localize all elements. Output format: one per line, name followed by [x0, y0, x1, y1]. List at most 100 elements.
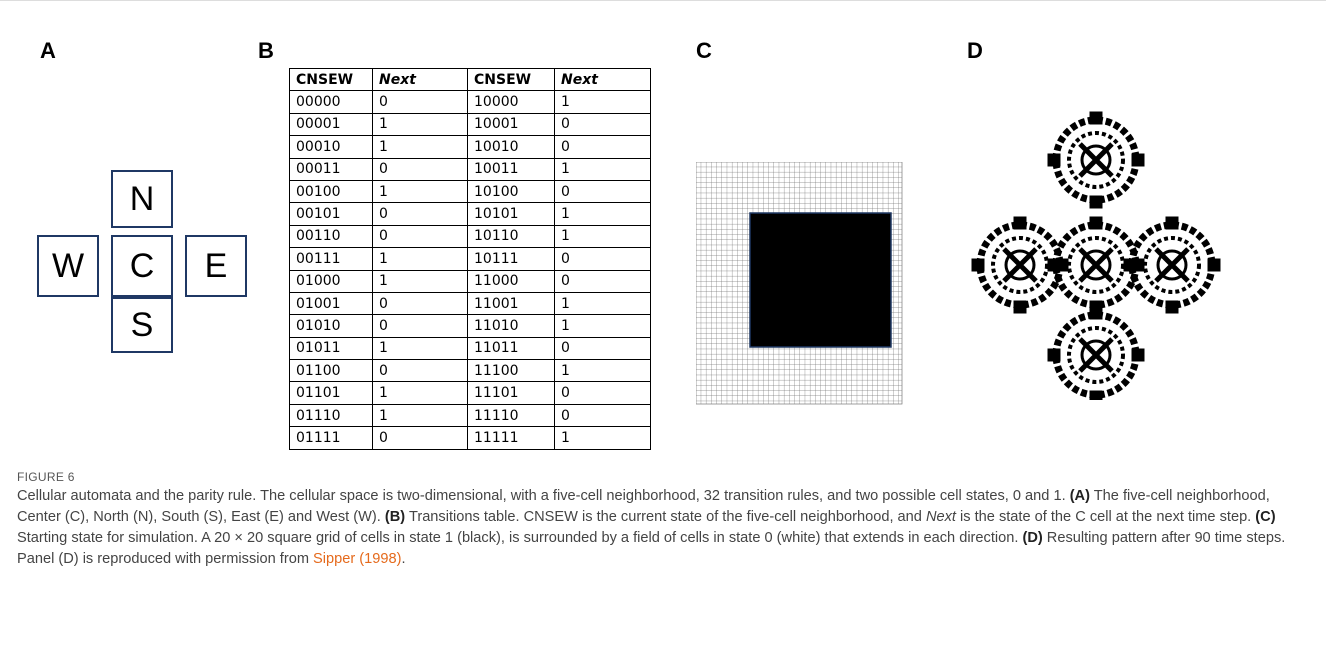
table-cell: 10010 — [468, 136, 555, 158]
table-cell: 00111 — [290, 248, 373, 270]
table-cell: 00001 — [290, 113, 373, 135]
table-cell: 1 — [373, 270, 468, 292]
table-cell: 01001 — [290, 292, 373, 314]
pattern-shape — [1166, 217, 1178, 229]
pattern-shape — [1090, 391, 1102, 400]
pattern-shape — [1048, 154, 1060, 166]
panel-label: D — [967, 38, 983, 64]
table-row: 001100101101 — [290, 225, 651, 247]
starting-grid — [696, 162, 904, 406]
table-cell: 10111 — [468, 248, 555, 270]
table-cell: 0 — [373, 292, 468, 314]
table-cell: 01101 — [290, 382, 373, 404]
table-cell: 1 — [373, 404, 468, 426]
pattern-shape — [1166, 301, 1178, 313]
table-cell: 0 — [373, 158, 468, 180]
table-cell: 10011 — [468, 158, 555, 180]
table-cell: 0 — [555, 113, 651, 135]
table-cell: 0 — [555, 136, 651, 158]
caption-bold: (C) — [1255, 509, 1275, 525]
table-cell: 0 — [555, 248, 651, 270]
table-cell: 11100 — [468, 360, 555, 382]
table-row: 010010110011 — [290, 292, 651, 314]
table-cell: 00010 — [290, 136, 373, 158]
header-cell: Next — [373, 69, 468, 91]
pattern-shape — [1132, 154, 1144, 166]
pattern-shape — [1208, 259, 1220, 271]
table-cell: 00110 — [290, 225, 373, 247]
cell-north: N — [111, 170, 173, 228]
pattern-shape — [1132, 349, 1144, 361]
table-cell: 11000 — [468, 270, 555, 292]
table-cell: 00000 — [290, 91, 373, 113]
page: {"panels": { "a": {"label": "A", "cells"… — [0, 0, 1326, 653]
pattern-shape — [1048, 349, 1060, 361]
table-cell: 0 — [373, 91, 468, 113]
caption-bold: (A) — [1070, 488, 1090, 504]
table-cell: 1 — [555, 360, 651, 382]
table-cell: 0 — [373, 225, 468, 247]
table-cell: 1 — [373, 382, 468, 404]
pattern-shape — [1090, 217, 1102, 229]
cell-east: E — [185, 235, 247, 297]
table-cell: 0 — [373, 360, 468, 382]
table-cell: 00011 — [290, 158, 373, 180]
caption-text: is the state of the C cell at the next t… — [956, 509, 1255, 525]
table-cell: 0 — [555, 382, 651, 404]
table-cell: 1 — [555, 91, 651, 113]
top-border — [0, 0, 1326, 1]
table-cell: 10000 — [468, 91, 555, 113]
pattern-shape — [1156, 249, 1188, 281]
panel-label: A — [40, 38, 56, 64]
table-cell: 1 — [555, 158, 651, 180]
header-cell: CNSEW — [468, 69, 555, 91]
citation-link[interactable]: Sipper (1998) — [313, 551, 401, 567]
caption: Cellular automata and the parity rule. T… — [17, 486, 1309, 570]
table-cell: 0 — [373, 427, 468, 449]
table-cell: 01110 — [290, 404, 373, 426]
table-cell: 01111 — [290, 427, 373, 449]
pattern-shape — [1014, 301, 1026, 313]
table-cell: 1 — [373, 113, 468, 135]
table-cell: 1 — [555, 427, 651, 449]
pattern-shape — [1124, 259, 1136, 271]
table-cell: 11110 — [468, 404, 555, 426]
caption-text: . — [401, 551, 405, 567]
table-cell: 11011 — [468, 337, 555, 359]
header-row: CNSEW Next CNSEW Next — [290, 69, 651, 91]
table-cell: 0 — [373, 203, 468, 225]
panel-label: C — [696, 38, 712, 64]
table-cell: 0 — [555, 337, 651, 359]
table-cell: 01010 — [290, 315, 373, 337]
table-cell: 10100 — [468, 180, 555, 202]
table-cell: 1 — [373, 136, 468, 158]
table-cell: 11101 — [468, 382, 555, 404]
table-cell: 1 — [555, 203, 651, 225]
table-cell: 0 — [555, 180, 651, 202]
table-cell: 00101 — [290, 203, 373, 225]
caption-bold: (D) — [1022, 530, 1042, 546]
caption-text: Starting state for simulation. A 20 × 20… — [17, 530, 1022, 546]
header-cell: CNSEW — [290, 69, 373, 91]
pattern-shape — [1014, 217, 1026, 229]
table-cell: 00100 — [290, 180, 373, 202]
table-cell: 01011 — [290, 337, 373, 359]
figure-label: FIGURE 6 — [17, 470, 75, 484]
black-square — [750, 213, 891, 347]
table-cell: 01100 — [290, 360, 373, 382]
table-cell: 10101 — [468, 203, 555, 225]
pattern-shape — [1090, 307, 1102, 319]
table-cell: 1 — [555, 292, 651, 314]
cell-center: C — [111, 235, 173, 297]
panel-label: B — [258, 38, 274, 64]
table-cell: 1 — [555, 225, 651, 247]
cell-west: W — [37, 235, 99, 297]
table-cell: 1 — [373, 248, 468, 270]
